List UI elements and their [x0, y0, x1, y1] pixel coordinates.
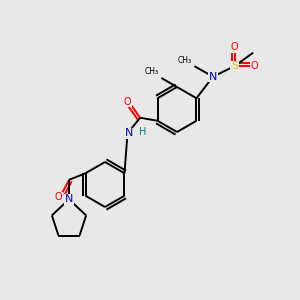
- Text: O: O: [124, 97, 131, 107]
- Text: O: O: [231, 42, 239, 52]
- Text: N: N: [65, 194, 73, 204]
- Text: CH₃: CH₃: [145, 67, 159, 76]
- Text: N: N: [209, 72, 217, 82]
- Text: N: N: [125, 128, 133, 138]
- Text: S: S: [231, 61, 238, 71]
- Text: H: H: [139, 128, 146, 137]
- Text: CH₃: CH₃: [177, 56, 191, 65]
- Text: O: O: [251, 61, 259, 71]
- Text: O: O: [55, 192, 62, 202]
